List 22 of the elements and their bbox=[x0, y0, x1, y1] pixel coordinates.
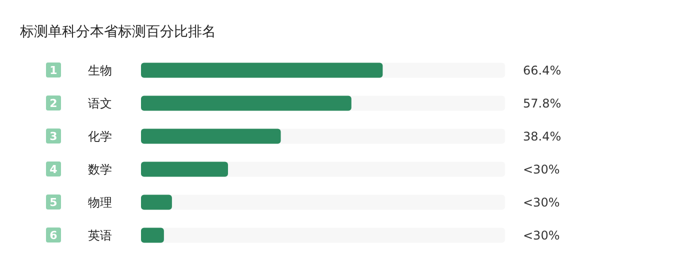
text: 2 bbox=[50, 97, 58, 110]
y-tick-label: 化学 bbox=[88, 130, 112, 144]
text: 6 bbox=[50, 229, 58, 242]
text: 5 bbox=[50, 196, 58, 209]
y-tick-label: 数学 bbox=[88, 162, 112, 176]
bar bbox=[141, 194, 172, 210]
bar bbox=[141, 228, 164, 243]
data-label: <30% bbox=[523, 228, 560, 243]
data-label: 66.4% bbox=[523, 64, 562, 78]
y-tick-label: 生物 bbox=[88, 64, 112, 78]
bar bbox=[141, 162, 228, 177]
y-tick-label: 英语 bbox=[88, 228, 112, 242]
data-label: <30% bbox=[523, 162, 560, 177]
y-tick-label: 语文 bbox=[88, 96, 112, 110]
text: 1 bbox=[50, 64, 58, 77]
data-label: 57.8% bbox=[523, 96, 562, 111]
data-label: 38.4% bbox=[523, 130, 562, 144]
text: 4 bbox=[50, 163, 58, 176]
data-label: <30% bbox=[523, 196, 560, 210]
y-tick-label: 物理 bbox=[88, 196, 112, 210]
chart-title: 标测单科分本省标测百分比排名 bbox=[20, 23, 216, 41]
text: 3 bbox=[50, 130, 58, 143]
